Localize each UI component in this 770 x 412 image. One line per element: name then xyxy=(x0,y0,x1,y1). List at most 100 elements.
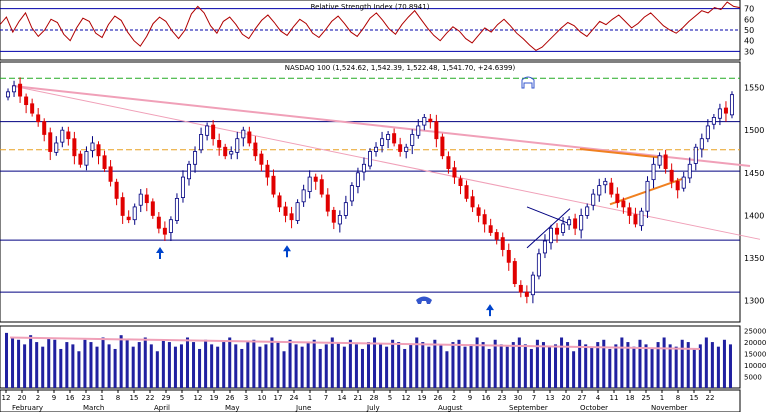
day-tick-label: 9 xyxy=(468,394,472,402)
candle-body xyxy=(319,179,324,195)
candle-body xyxy=(633,214,638,225)
candle-body xyxy=(211,124,216,140)
volume-bar xyxy=(65,342,69,388)
candle-body xyxy=(174,197,179,221)
candle-body xyxy=(96,144,101,157)
day-tick-label: 16 xyxy=(66,394,75,402)
candle-body xyxy=(283,206,288,216)
candle-body xyxy=(367,151,372,167)
volume-bar xyxy=(728,344,732,388)
candle-body xyxy=(627,207,632,216)
volume-bar xyxy=(264,344,268,388)
candle-body xyxy=(313,176,318,182)
candle-body xyxy=(518,284,523,293)
volume-tick-label: 25000 xyxy=(744,328,766,336)
candle-body xyxy=(494,232,499,240)
candle-body xyxy=(621,200,626,208)
volume-bar xyxy=(547,346,551,388)
candle-body xyxy=(217,140,222,148)
month-tick-label: November xyxy=(651,404,688,412)
volume-bar xyxy=(276,342,280,388)
channel-upper-line xyxy=(579,147,661,159)
volume-bar xyxy=(487,348,491,388)
candle-body xyxy=(717,108,722,119)
volume-bar xyxy=(222,342,226,388)
volume-bar xyxy=(282,351,286,388)
volume-bar xyxy=(620,337,624,388)
candle-body xyxy=(355,172,360,187)
rsi-tick-label: 50 xyxy=(744,26,754,35)
candle-body xyxy=(536,253,541,277)
candle-body xyxy=(386,134,391,140)
volume-bar xyxy=(614,344,618,388)
candle-body xyxy=(331,209,336,223)
volume-bar xyxy=(379,344,383,388)
candle-body xyxy=(398,144,403,152)
candle-body xyxy=(78,153,83,165)
candle-body xyxy=(675,180,680,191)
volume-bar xyxy=(433,339,437,388)
volume-tick-label: 10000 xyxy=(744,362,766,370)
candle-body xyxy=(144,194,149,204)
price-panel: 1300 1350 1400 1450 1500 1550 xyxy=(0,61,764,323)
day-tick-label: 16 xyxy=(482,394,491,402)
candle-body xyxy=(548,227,553,244)
candle-body xyxy=(488,225,493,233)
volume-bar xyxy=(644,344,648,388)
day-tick-label: 11 xyxy=(610,394,619,402)
volume-bar xyxy=(198,348,202,388)
volume-bar xyxy=(385,346,389,388)
candle-body xyxy=(325,194,330,212)
volume-bar xyxy=(234,344,238,388)
volume-bar xyxy=(391,339,395,388)
volume-bar xyxy=(348,339,352,388)
volume-bar xyxy=(83,339,87,388)
pennant-lower-line xyxy=(526,208,571,249)
volume-bar xyxy=(360,348,364,388)
candle-body xyxy=(591,193,596,206)
volume-bar xyxy=(722,339,726,388)
candle-body xyxy=(476,207,481,216)
volume-bar xyxy=(131,346,135,388)
candle-body xyxy=(434,121,439,140)
downtrend-line xyxy=(11,84,751,167)
bull-icon xyxy=(521,76,535,89)
day-tick-label: 10 xyxy=(258,394,267,402)
volume-bar xyxy=(306,342,310,388)
candle-body xyxy=(6,91,11,98)
day-tick-label: 29 xyxy=(162,394,171,402)
volume-bar xyxy=(59,348,63,388)
candle-body xyxy=(12,85,17,93)
price-frame xyxy=(0,61,741,323)
volume-bar xyxy=(143,337,147,388)
volume-bar xyxy=(107,344,111,388)
price-tick-label: 1350 xyxy=(744,254,764,263)
candle-body xyxy=(657,155,662,166)
day-tick-label: 14 xyxy=(338,394,347,402)
candle-body xyxy=(271,175,276,195)
candle-body xyxy=(392,133,397,144)
candle-body xyxy=(711,117,716,125)
volume-bar xyxy=(529,348,533,388)
volume-bar xyxy=(77,351,81,388)
volume-bar xyxy=(457,339,461,388)
price-tick-label: 1500 xyxy=(744,126,764,135)
candle-body xyxy=(404,146,409,152)
volume-tick-label: 15000 xyxy=(744,351,766,359)
volume-bar xyxy=(535,339,539,388)
volume-bar xyxy=(421,342,425,388)
candle-body xyxy=(48,132,53,152)
volume-bar xyxy=(650,348,654,388)
day-tick-label: 2 xyxy=(36,394,40,402)
day-tick-label: 15 xyxy=(130,394,139,402)
candle-body xyxy=(458,178,463,187)
candle-body xyxy=(60,129,65,143)
candle-body xyxy=(440,136,445,157)
volume-bar xyxy=(680,339,684,388)
day-tick-label: 28 xyxy=(370,394,379,402)
candle-body xyxy=(247,131,252,144)
day-tick-label: 5 xyxy=(180,394,184,402)
rsi-tick-label: 40 xyxy=(744,37,754,46)
price-tick-label: 1450 xyxy=(744,169,764,178)
